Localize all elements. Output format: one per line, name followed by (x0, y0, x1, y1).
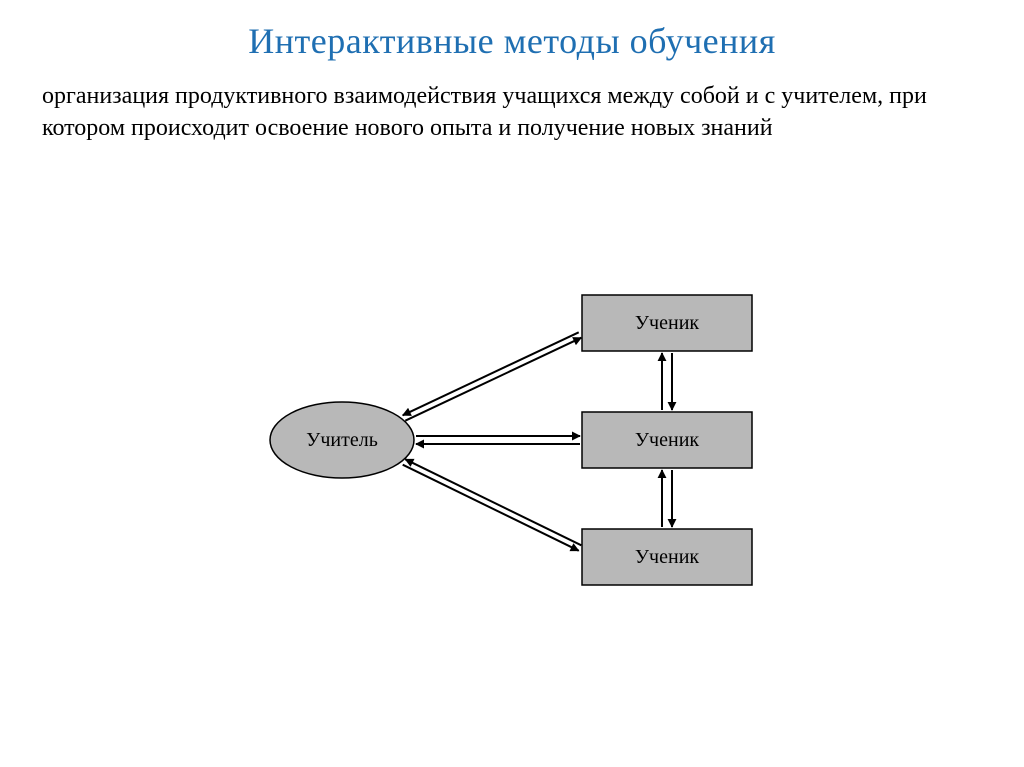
interaction-diagram: Учитель Ученик Ученик Ученик (232, 260, 792, 620)
diagram-container: Учитель Ученик Ученик Ученик (0, 260, 1024, 620)
slide-title: Интерактивные методы обучения (0, 0, 1024, 62)
slide-body-text: организация продуктивного взаимодействия… (0, 62, 1024, 145)
node-label-teacher: Учитель (306, 429, 378, 451)
node-label-student3: Ученик (635, 546, 700, 568)
slide: Интерактивные методы обучения организаци… (0, 0, 1024, 767)
node-label-student2: Ученик (635, 429, 700, 451)
node-label-student1: Ученик (635, 312, 700, 334)
